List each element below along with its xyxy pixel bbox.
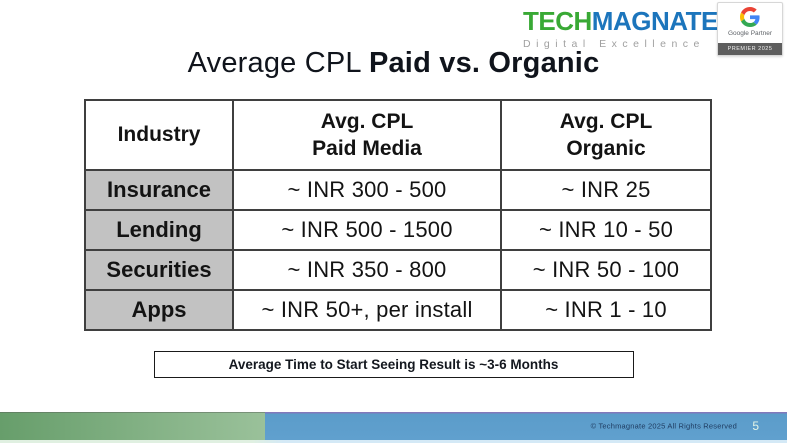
- footer-blue-section: © Techmagnate 2025 All Rights Reserved 5: [265, 412, 787, 440]
- table-row: Lending ~ INR 500 - 1500 ~ INR 10 - 50: [84, 209, 712, 251]
- cell-paid: ~ INR 350 - 800: [232, 249, 502, 291]
- cell-organic: ~ INR 25: [500, 169, 712, 211]
- cell-organic: ~ INR 1 - 10: [500, 289, 712, 331]
- cell-organic: ~ INR 50 - 100: [500, 249, 712, 291]
- table-row: Securities ~ INR 350 - 800 ~ INR 50 - 10…: [84, 249, 712, 291]
- cell-paid: ~ INR 50+, per install: [232, 289, 502, 331]
- logo-wordmark: TECHMAGNATE®: [523, 6, 724, 36]
- footer: © Techmagnate 2025 All Rights Reserved 5: [0, 412, 787, 443]
- google-partner-badge: Google Partner PREMIER 2025: [717, 2, 783, 56]
- cell-organic: ~ INR 10 - 50: [500, 209, 712, 251]
- title-bold: Paid vs. Organic: [368, 47, 600, 79]
- cell-industry: Lending: [84, 209, 234, 251]
- cell-industry: Securities: [84, 249, 234, 291]
- footer-bottom-strip: [0, 440, 787, 443]
- google-g-icon: [740, 7, 760, 27]
- cell-industry: Insurance: [84, 169, 234, 211]
- footer-bar: © Techmagnate 2025 All Rights Reserved 5: [0, 412, 787, 440]
- cell-paid: ~ INR 300 - 500: [232, 169, 502, 211]
- copyright-text: © Techmagnate 2025 All Rights Reserved: [590, 421, 737, 431]
- table-header-row: Industry Avg. CPL Paid Media Avg. CPL Or…: [84, 99, 712, 171]
- table-row: Insurance ~ INR 300 - 500 ~ INR 25: [84, 169, 712, 211]
- cpl-table: Industry Avg. CPL Paid Media Avg. CPL Or…: [84, 99, 712, 331]
- logo-magnate-text: MAGNATE: [591, 6, 719, 36]
- logo-tagline: Digital Excellence: [523, 38, 705, 50]
- badge-label: Google Partner: [727, 30, 773, 37]
- badge-tier: PREMIER 2025: [718, 43, 782, 55]
- cell-industry: Apps: [84, 289, 234, 331]
- page-number: 5: [752, 419, 759, 433]
- table-row: Apps ~ INR 50+, per install ~ INR 1 - 10: [84, 289, 712, 331]
- header-paid-line2: Paid Media: [312, 137, 422, 160]
- techmagnate-logo: TECHMAGNATE® Digital Excellence: [523, 6, 724, 50]
- title-regular: Average CPL: [187, 47, 369, 79]
- footer-green-section: [0, 412, 265, 440]
- header-industry: Industry: [84, 99, 234, 171]
- slide-title: Average CPL Paid vs. Organic: [0, 47, 787, 80]
- logo-tech-text: TECH: [523, 6, 592, 36]
- header-organic: Avg. CPL Organic: [500, 99, 712, 171]
- header-organic-line2: Organic: [566, 137, 646, 160]
- header-organic-line1: Avg. CPL: [559, 109, 653, 133]
- header-paid-media: Avg. CPL Paid Media: [232, 99, 502, 171]
- cell-paid: ~ INR 500 - 1500: [232, 209, 502, 251]
- header-paid-line1: Avg. CPL: [320, 109, 414, 133]
- note-box: Average Time to Start Seeing Result is ~…: [153, 351, 634, 378]
